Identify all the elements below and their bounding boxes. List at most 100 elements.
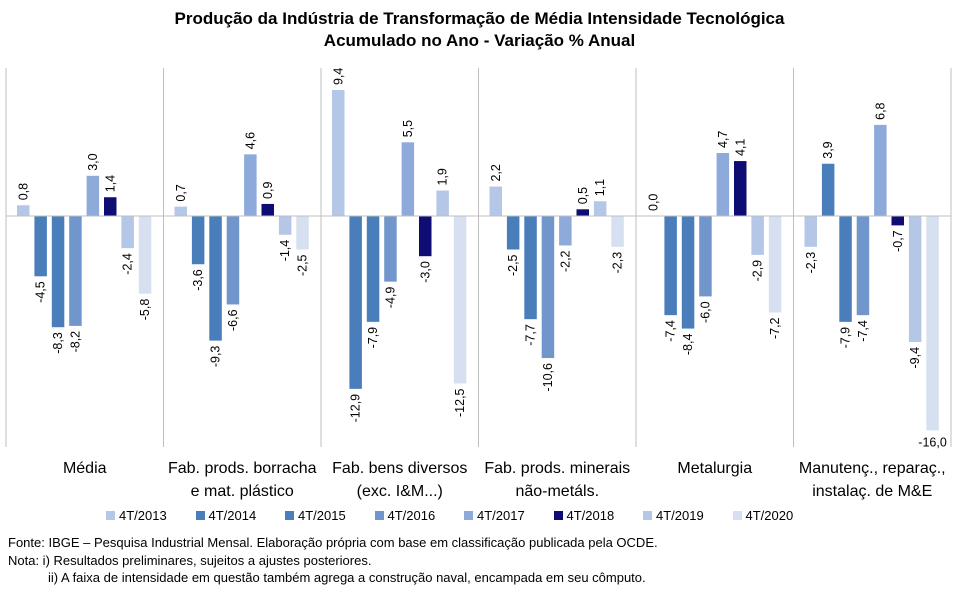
legend-swatch xyxy=(195,511,205,520)
value-label: -12,9 xyxy=(349,394,363,423)
bar-4T-2015-cat-4 xyxy=(681,216,695,329)
legend-item: 4T/2015 xyxy=(285,507,346,525)
value-label: -2,4 xyxy=(121,253,135,275)
bar-4T-2015-cat-5 xyxy=(839,216,852,322)
value-label: -2,9 xyxy=(751,260,765,282)
footnote-1: Nota: i) Resultados preliminares, sujeit… xyxy=(8,552,372,568)
chart-notes: Fonte: IBGE – Pesquisa Industrial Mensal… xyxy=(8,534,658,587)
category-label: instalaç. de M&E xyxy=(812,483,932,500)
value-label: -7,4 xyxy=(856,320,870,342)
value-label: 6,8 xyxy=(873,102,887,119)
bar-4T-2017-cat-5 xyxy=(874,124,887,216)
value-label: -2,5 xyxy=(296,254,310,276)
value-label: -16,0 xyxy=(918,435,947,449)
value-label: 4,7 xyxy=(716,131,730,148)
value-label: 2,2 xyxy=(489,164,503,181)
value-label: -2,3 xyxy=(611,252,625,274)
value-label: 5,5 xyxy=(401,120,415,137)
chart-title-block: Produção da Indústria de Transformação d… xyxy=(0,8,959,52)
bar-4T-2015-cat-2 xyxy=(366,216,380,322)
legend-label: 4T/2016 xyxy=(387,508,436,523)
bar-4T-2013-cat-0 xyxy=(17,205,30,216)
category-label: Média xyxy=(63,460,107,477)
legend-swatch xyxy=(374,511,384,520)
chart-plot: 0,8 0,7 9,4 2,2 0,0 -2,3 -4,5 -3,6 -12,9 -2,5 -7,4… xyxy=(5,68,952,500)
bar-4T-2015-cat-0 xyxy=(51,216,65,328)
legend-item: 4T/2014 xyxy=(195,507,257,525)
bar-4T-2014-cat-0 xyxy=(34,216,47,277)
value-label: -7,4 xyxy=(664,320,678,342)
bar-4T-2016-cat-2 xyxy=(384,216,397,282)
category-label: Fab. prods. borracha xyxy=(168,460,317,477)
value-label: -8,4 xyxy=(681,334,695,356)
value-label: 0,5 xyxy=(576,187,590,204)
value-label: -4,5 xyxy=(34,281,48,303)
legend-label: 4T/2020 xyxy=(745,508,794,523)
value-label: -3,0 xyxy=(418,261,432,283)
bar-4T-2014-cat-1 xyxy=(191,216,205,265)
bar-4T-2019-cat-1 xyxy=(278,216,292,235)
bar-4T-2020-cat-3 xyxy=(611,216,624,247)
category-label: não-metáls. xyxy=(515,483,599,500)
chart-subtitle: Acumulado no Ano - Variação % Anual xyxy=(323,31,636,50)
bar-4T-2015-cat-3 xyxy=(524,216,537,320)
value-label: -6,6 xyxy=(226,309,240,331)
legend-label: 4T/2017 xyxy=(477,508,525,523)
value-label: -5,8 xyxy=(138,299,152,321)
legend-swatch xyxy=(106,511,115,520)
value-label: -2,5 xyxy=(506,254,520,276)
bar-4T-2014-cat-2 xyxy=(349,216,362,389)
bar-4T-2018-cat-3 xyxy=(576,209,589,216)
legend-swatch xyxy=(732,511,742,520)
value-label: -7,9 xyxy=(839,327,853,349)
legend-item: 4T/2020 xyxy=(732,507,794,525)
legend-label: 4T/2019 xyxy=(656,508,704,523)
footnote-2: ii) A faixa de intensidade em questão ta… xyxy=(48,570,646,585)
bar-4T-2018-cat-4 xyxy=(734,161,747,216)
bar-4T-2020-cat-0 xyxy=(138,216,152,294)
bar-4T-2015-cat-1 xyxy=(209,216,222,341)
bar-4T-2019-cat-2 xyxy=(436,190,449,216)
value-label: -8,2 xyxy=(68,331,82,353)
bar-4T-2013-cat-3 xyxy=(489,186,502,216)
bar-4T-2016-cat-3 xyxy=(541,216,555,359)
value-label: 1,1 xyxy=(593,179,607,196)
bar-4T-2017-cat-0 xyxy=(86,175,100,216)
bar-4T-2016-cat-4 xyxy=(699,216,712,297)
category-label: (exc. I&M...) xyxy=(357,483,443,500)
value-label: 0,9 xyxy=(261,182,275,199)
bar-4T-2017-cat-1 xyxy=(244,154,257,216)
legend-label: 4T/2015 xyxy=(298,508,346,523)
category-label: Fab. bens diversos xyxy=(332,460,467,477)
bar-4T-2016-cat-5 xyxy=(856,216,870,316)
value-label: 1,9 xyxy=(436,168,450,185)
category-label: Metalurgia xyxy=(677,460,752,477)
source-note: Fonte: IBGE – Pesquisa Industrial Mensal… xyxy=(8,535,658,550)
bar-4T-2013-cat-2 xyxy=(332,90,345,216)
bar-4T-2013-cat-1 xyxy=(174,206,187,216)
category-label: e mat. plástico xyxy=(191,483,294,500)
bar-4T-2014-cat-3 xyxy=(506,216,520,250)
value-label: -1,4 xyxy=(278,240,292,262)
value-label: -6,0 xyxy=(698,301,712,323)
bar-4T-2017-cat-3 xyxy=(559,216,572,246)
bar-4T-2020-cat-5 xyxy=(926,216,939,431)
bar-4T-2019-cat-4 xyxy=(751,216,764,255)
value-label: 4,1 xyxy=(733,139,747,156)
value-label: 0,0 xyxy=(646,194,660,211)
bar-4T-2020-cat-4 xyxy=(768,216,782,313)
value-label: 9,4 xyxy=(331,68,345,85)
value-label: -2,2 xyxy=(558,250,572,272)
bar-4T-2013-cat-5 xyxy=(804,216,817,247)
legend-label: 4T/2014 xyxy=(208,508,257,523)
value-label: -2,3 xyxy=(804,252,818,274)
bar-4T-2017-cat-4 xyxy=(716,153,730,216)
bar-4T-2017-cat-2 xyxy=(401,142,415,216)
bar-4T-2019-cat-0 xyxy=(121,216,134,249)
value-label: 3,0 xyxy=(86,153,100,170)
value-label: -9,3 xyxy=(209,346,223,368)
value-label: 0,7 xyxy=(174,184,188,201)
legend-swatch xyxy=(464,511,473,520)
bar-4T-2020-cat-1 xyxy=(296,216,309,250)
value-label: 0,8 xyxy=(16,183,30,200)
